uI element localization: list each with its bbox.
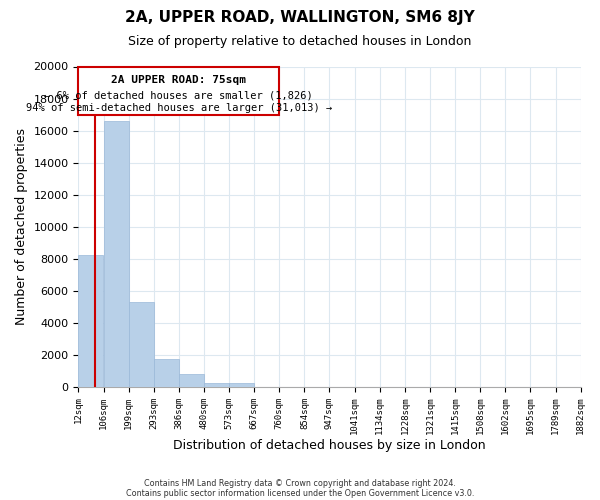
Bar	[229, 384, 254, 386]
X-axis label: Distribution of detached houses by size in London: Distribution of detached houses by size …	[173, 440, 486, 452]
Text: Size of property relative to detached houses in London: Size of property relative to detached ho…	[128, 35, 472, 48]
Text: Contains public sector information licensed under the Open Government Licence v3: Contains public sector information licen…	[126, 488, 474, 498]
Y-axis label: Number of detached properties: Number of detached properties	[15, 128, 28, 325]
Bar	[128, 302, 154, 386]
Bar	[154, 358, 179, 386]
Text: Contains HM Land Registry data © Crown copyright and database right 2024.: Contains HM Land Registry data © Crown c…	[144, 478, 456, 488]
Bar	[104, 121, 128, 386]
Text: 2A UPPER ROAD: 75sqm: 2A UPPER ROAD: 75sqm	[112, 75, 247, 85]
Text: ← 6% of detached houses are smaller (1,826): ← 6% of detached houses are smaller (1,8…	[44, 90, 313, 101]
Bar	[179, 374, 204, 386]
Bar	[204, 382, 229, 386]
Text: 2A, UPPER ROAD, WALLINGTON, SM6 8JY: 2A, UPPER ROAD, WALLINGTON, SM6 8JY	[125, 10, 475, 25]
Text: 94% of semi-detached houses are larger (31,013) →: 94% of semi-detached houses are larger (…	[26, 102, 332, 113]
Bar	[79, 66, 279, 114]
Bar	[79, 256, 103, 386]
